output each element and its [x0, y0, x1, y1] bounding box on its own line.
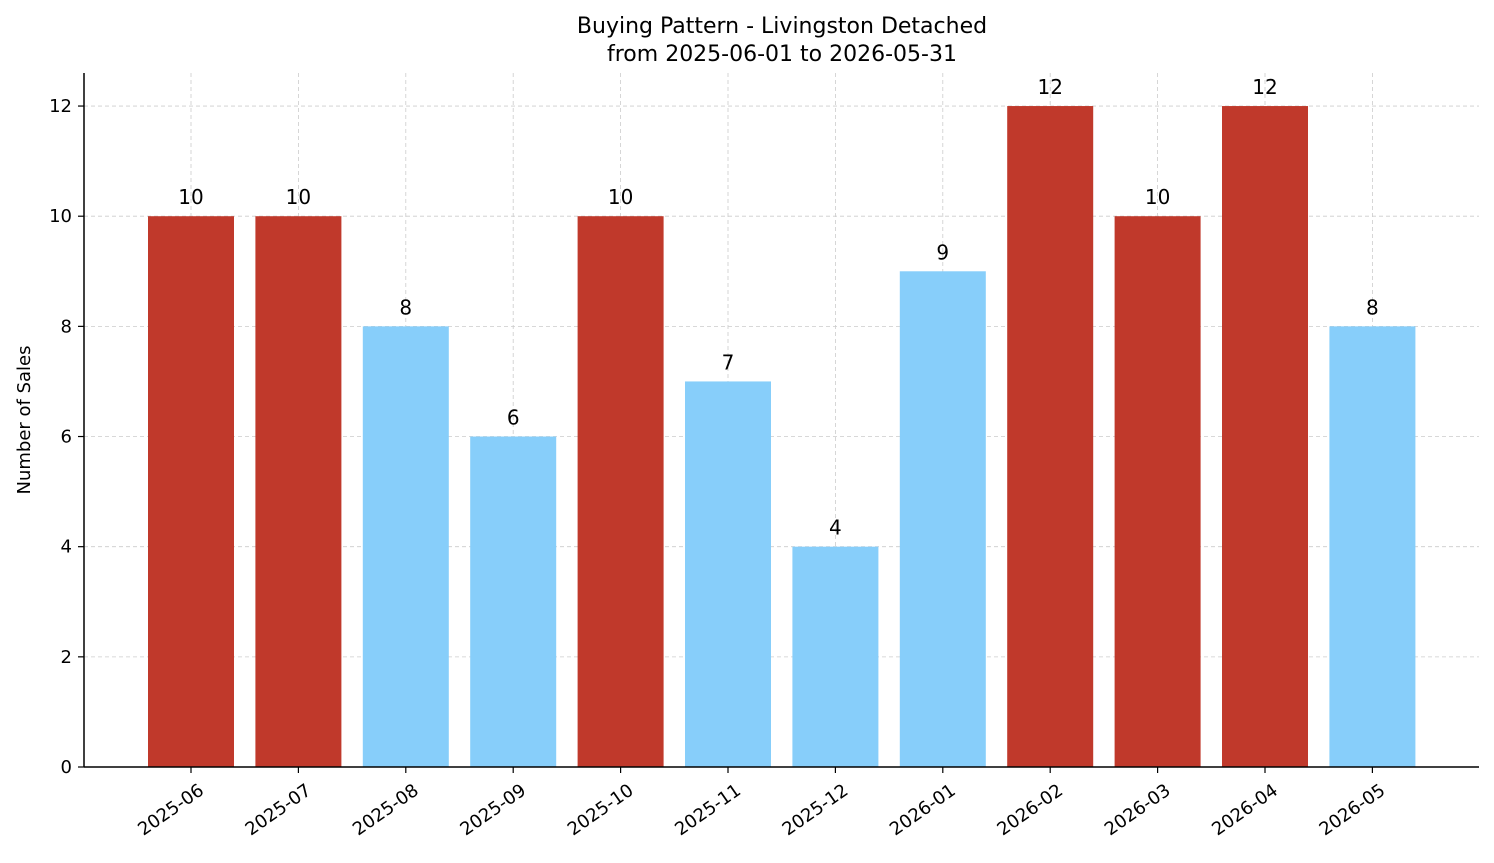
data-label: 8	[399, 295, 412, 319]
x-tick-label: 2025-06	[134, 780, 208, 840]
x-tick-label: 2025-11	[671, 780, 745, 840]
data-label: 10	[178, 185, 203, 209]
x-tick-label: 2026-05	[1316, 780, 1390, 840]
data-label: 10	[1145, 185, 1170, 209]
data-label: 4	[829, 516, 842, 540]
x-tick-label: 2025-09	[456, 780, 530, 840]
data-label: 8	[1366, 295, 1379, 319]
x-tick-label: 2025-10	[564, 780, 638, 840]
bar	[148, 216, 234, 767]
bar	[792, 546, 879, 767]
x-tick-label: 2026-03	[1101, 780, 1175, 840]
bar	[1329, 326, 1416, 767]
bar	[1114, 216, 1201, 767]
data-label: 10	[608, 185, 633, 209]
bars	[148, 106, 1416, 768]
x-tick-label: 2025-08	[349, 780, 423, 840]
y-tick-label: 4	[61, 537, 72, 558]
data-label: 6	[507, 406, 520, 430]
bar	[255, 216, 342, 767]
y-tick-label: 10	[49, 206, 72, 227]
bar	[899, 271, 986, 767]
y-tick-label: 2	[61, 647, 72, 668]
x-tick-label: 2026-04	[1208, 780, 1282, 840]
x-tick-label: 2025-07	[242, 780, 316, 840]
axes	[78, 73, 1479, 773]
chart-subtitle: from 2025-06-01 to 2026-05-31	[607, 42, 957, 67]
x-tick-labels: 2025-06 2025-07 2025-08 2025-09 2025-10 2025-…	[134, 780, 1389, 840]
chart-title: Buying Pattern - Livingston Detached	[577, 14, 987, 39]
y-axis-label: Number of Sales	[14, 345, 35, 494]
y-tick-label: 12	[49, 96, 72, 117]
y-tick-label: 6	[61, 427, 72, 448]
x-tick-label: 2026-02	[993, 780, 1067, 840]
bar	[470, 436, 557, 767]
bar	[577, 216, 664, 767]
bar	[685, 381, 771, 767]
data-labels: 10 10 8 6 10 7 4 9 12 10 12 8	[178, 75, 1378, 540]
data-label: 12	[1252, 75, 1277, 99]
bar	[362, 326, 449, 767]
data-label: 10	[286, 185, 311, 209]
y-tick-labels: 0 2 4 6 8 10 12	[49, 96, 72, 778]
data-label: 7	[722, 350, 735, 374]
bar	[1222, 106, 1308, 768]
x-tick-label: 2025-12	[779, 780, 853, 840]
x-tick-label: 2026-01	[886, 780, 960, 840]
bar	[1007, 106, 1094, 768]
y-tick-label: 8	[61, 316, 72, 337]
data-label: 9	[936, 240, 949, 264]
data-label: 12	[1037, 75, 1062, 99]
y-tick-label: 0	[61, 757, 72, 778]
